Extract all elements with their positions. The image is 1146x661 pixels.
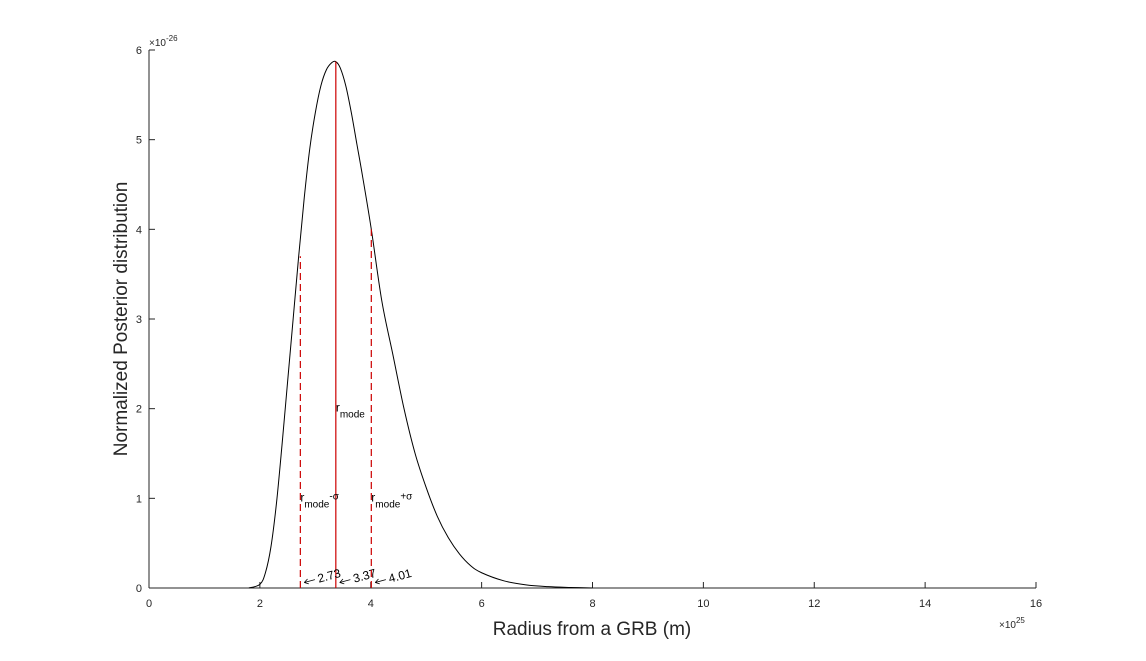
y-ticks: 0 1 2 3 4 5 6 bbox=[136, 45, 155, 595]
y-tick-label: 0 bbox=[136, 583, 142, 595]
arrow-head bbox=[339, 578, 345, 585]
y-axis-title: Normalized Posterior distribution bbox=[111, 182, 132, 457]
annotation-label-sub: mode bbox=[375, 499, 400, 510]
x-tick-label: 6 bbox=[479, 598, 485, 610]
curve-layer bbox=[248, 60, 593, 589]
axes bbox=[148, 50, 1036, 589]
x-tick-label: 2 bbox=[257, 598, 263, 610]
annotation-value: 2.73 bbox=[316, 566, 342, 586]
y-tick-label: 1 bbox=[136, 493, 142, 505]
annotation-label-main: r bbox=[336, 401, 340, 415]
annotation-value: 4.01 bbox=[387, 566, 413, 586]
x-tick-label: 16 bbox=[1030, 598, 1042, 610]
annotation-label: rmode bbox=[336, 401, 365, 421]
value-arrow: 3.37 bbox=[339, 566, 378, 586]
arrow-shaft bbox=[339, 579, 351, 583]
y-tick-label: 4 bbox=[136, 224, 142, 236]
x-exponent-power: 25 bbox=[1016, 616, 1025, 625]
posterior-curve bbox=[248, 60, 593, 589]
y-exponent-label: ×10-26 bbox=[149, 34, 178, 49]
x-axis-title: Radius from a GRB (m) bbox=[493, 619, 691, 640]
y-exponent-base: ×10 bbox=[149, 38, 166, 49]
y-tick-label: 2 bbox=[136, 404, 142, 416]
annotation-label: rmode+σ bbox=[371, 490, 413, 510]
value-arrow: 4.01 bbox=[374, 566, 413, 586]
annotation-label-sub: mode bbox=[340, 410, 365, 421]
value-arrow: 2.73 bbox=[303, 566, 342, 586]
arrow-head bbox=[303, 578, 309, 585]
annotation-label-main: r bbox=[371, 490, 375, 504]
annotation-value: 3.37 bbox=[351, 566, 377, 586]
x-ticks: 0 2 4 6 8 10 12 14 16 bbox=[146, 582, 1042, 610]
y-tick-label: 6 bbox=[136, 45, 142, 57]
annotation-label-main: r bbox=[300, 490, 304, 504]
annotation-label-sub: mode bbox=[304, 499, 329, 510]
annotation-label-sup: -σ bbox=[329, 491, 339, 502]
x-tick-label: 12 bbox=[808, 598, 820, 610]
x-exponent-label: ×1025 bbox=[999, 616, 1025, 631]
x-tick-label: 4 bbox=[368, 598, 374, 610]
arrow-head bbox=[374, 578, 380, 585]
annotation-label-sup: +σ bbox=[400, 491, 413, 502]
x-tick-label: 8 bbox=[589, 598, 595, 610]
x-exponent-base: ×10 bbox=[999, 620, 1016, 631]
arrow-shaft bbox=[375, 579, 386, 583]
x-tick-label: 10 bbox=[697, 598, 709, 610]
arrow-shaft bbox=[304, 579, 316, 583]
y-tick-label: 3 bbox=[136, 314, 142, 326]
x-tick-label: 0 bbox=[146, 598, 152, 610]
annotation-label: rmode-σ bbox=[300, 490, 339, 510]
y-exponent-power: -26 bbox=[166, 34, 178, 43]
y-tick-label: 5 bbox=[136, 135, 142, 147]
x-tick-label: 14 bbox=[919, 598, 931, 610]
